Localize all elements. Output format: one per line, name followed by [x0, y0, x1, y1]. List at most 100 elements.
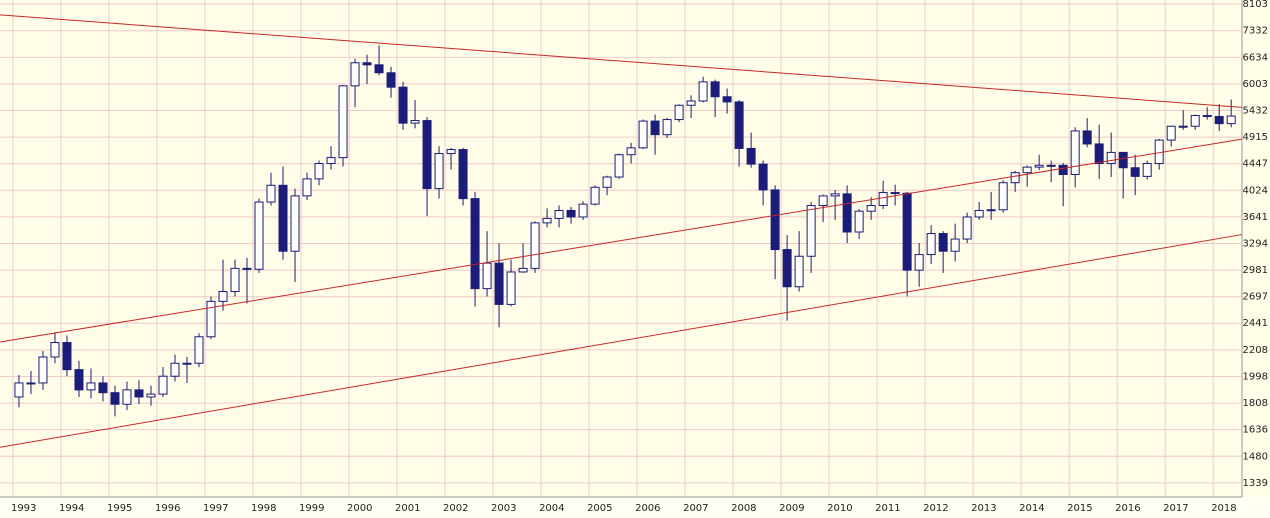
x-tick-label: 2011 [875, 503, 900, 514]
y-tick-label: 3294 [1243, 239, 1268, 250]
candle-body [170, 362, 180, 377]
candle-body [374, 64, 384, 74]
candle-body [530, 222, 540, 269]
candle-body [1058, 164, 1068, 176]
candle-body [254, 201, 264, 270]
candle-body [50, 342, 60, 358]
candle-body [1190, 115, 1200, 127]
candle-body [98, 382, 108, 394]
candle-body [782, 249, 792, 288]
candle-body [914, 254, 924, 271]
candle-body [1022, 166, 1032, 174]
candle-body [470, 198, 480, 290]
candle-body [710, 81, 720, 98]
candle-body [1010, 172, 1020, 184]
x-tick-label: 2010 [827, 503, 852, 514]
candle-body [650, 120, 660, 136]
candle-body [626, 147, 636, 156]
candle-body [326, 157, 336, 165]
candle-body [110, 392, 120, 405]
candle-body [134, 389, 144, 398]
candle-body [878, 192, 888, 207]
candle-body [26, 382, 36, 385]
candle-body [950, 238, 960, 252]
candle-body [662, 119, 672, 136]
candle-body [62, 342, 72, 371]
candle-body [866, 205, 876, 212]
candle-body [1214, 116, 1224, 125]
candle-body [458, 149, 468, 200]
candle-body [638, 120, 648, 149]
candle-body [722, 96, 732, 103]
candle-body [482, 262, 492, 290]
y-tick-label: 7332 [1243, 26, 1268, 37]
x-tick-label: 2015 [1067, 503, 1092, 514]
candle-body [830, 193, 840, 197]
x-tick-label: 2016 [1115, 503, 1140, 514]
candle-body [1070, 130, 1080, 176]
candle-body [410, 120, 420, 124]
candle-body [38, 356, 48, 384]
candle-body [86, 382, 96, 391]
candle-body [986, 209, 996, 212]
candle-body [314, 163, 324, 180]
candle-body [398, 86, 408, 124]
x-tick-label: 1998 [251, 503, 276, 514]
candle-body [158, 375, 168, 395]
candle-body [674, 104, 684, 121]
y-tick-label: 4915 [1243, 132, 1268, 143]
candle-body [122, 389, 132, 405]
candle-body [1106, 151, 1116, 165]
y-tick-label: 3641 [1243, 212, 1268, 223]
candle-body [206, 300, 216, 338]
y-tick-label: 2981 [1243, 265, 1268, 276]
candle-body [1142, 163, 1152, 177]
candle-body [1202, 115, 1212, 118]
y-tick-label: 4024 [1243, 185, 1268, 196]
candle-body [566, 209, 576, 218]
candle-body [1046, 164, 1056, 167]
candle-body [542, 217, 552, 224]
candle-body [230, 267, 240, 293]
candle-body [74, 369, 84, 391]
candle-body [386, 72, 396, 88]
y-tick-label: 2208 [1243, 345, 1268, 356]
x-tick-label: 1996 [155, 503, 180, 514]
y-tick-label: 1808 [1243, 398, 1268, 409]
candle-body [434, 153, 444, 190]
candle-body [302, 178, 312, 197]
x-tick-label: 2000 [347, 503, 372, 514]
candle-body [182, 362, 192, 365]
candle-body [242, 267, 252, 270]
candle-body [1178, 125, 1188, 128]
candle-body [842, 193, 852, 233]
y-tick-label: 5432 [1243, 105, 1268, 116]
candle-body [146, 393, 156, 398]
candle-body [974, 209, 984, 218]
candle-body [770, 189, 780, 251]
candle-body [362, 62, 372, 66]
candle-body [1130, 167, 1140, 177]
candle-body [1094, 143, 1104, 165]
candle-body [614, 154, 624, 178]
candle-body [338, 85, 348, 159]
x-tick-label: 1995 [107, 503, 132, 514]
y-tick-label: 1636 [1243, 425, 1268, 436]
candle-body [926, 233, 936, 256]
candle-body [1118, 151, 1128, 169]
x-tick-label: 2002 [443, 503, 468, 514]
y-tick-label: 2441 [1243, 318, 1268, 329]
y-tick-label: 1339 [1243, 478, 1268, 489]
candle-body [962, 216, 972, 240]
candle-body [518, 267, 528, 273]
y-tick-label: 6634 [1243, 52, 1268, 63]
candle-body [422, 120, 432, 190]
candle-body [758, 163, 768, 191]
candle-body [818, 195, 828, 207]
candle-body [446, 149, 456, 155]
trend-line [0, 138, 1243, 343]
y-tick-label: 2697 [1243, 292, 1268, 303]
candle-body [494, 262, 504, 305]
x-tick-label: 2009 [779, 503, 804, 514]
